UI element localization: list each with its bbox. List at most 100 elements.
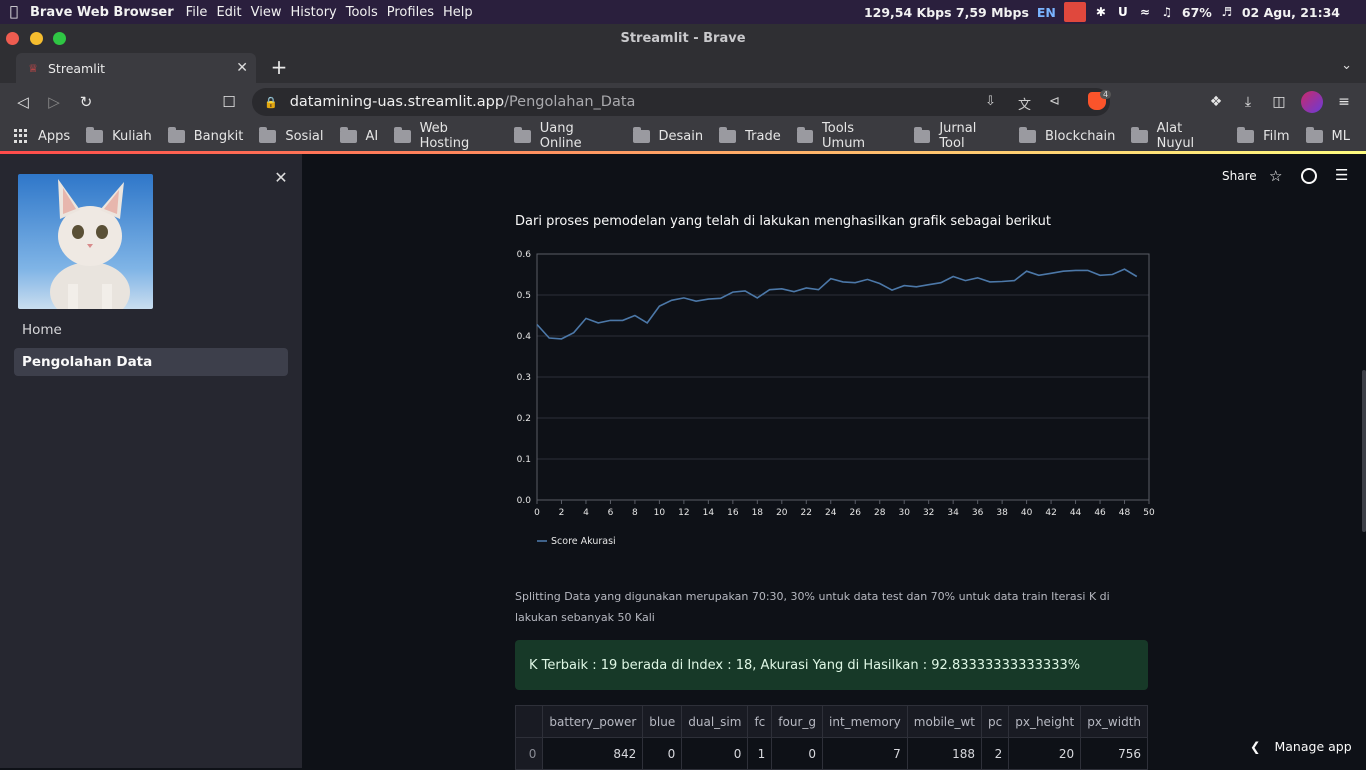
- menu-edit[interactable]: Edit: [216, 4, 242, 20]
- battery-level[interactable]: 67%: [1181, 4, 1212, 20]
- sidebar-toggle-icon[interactable]: ◫: [1272, 94, 1286, 110]
- bookmark-icon[interactable]: ☐: [222, 93, 236, 111]
- menu-view[interactable]: View: [250, 4, 282, 20]
- bookmark-folder[interactable]: Kuliah: [86, 126, 152, 144]
- main-content: Share ☆ ☰ Dari proses pemodelan yang tel…: [302, 154, 1366, 770]
- column-header[interactable]: int_memory: [822, 705, 908, 738]
- downloads-icon[interactable]: ⤓: [1244, 94, 1252, 110]
- table-cell[interactable]: 2: [981, 737, 1010, 770]
- menu-icon[interactable]: ≡: [1338, 94, 1350, 110]
- github-icon[interactable]: [1301, 168, 1317, 184]
- app-u-icon[interactable]: U: [1118, 5, 1128, 19]
- url-bar[interactable]: 🔒 datamining-uas.streamlit.app/Pengolaha…: [252, 88, 1112, 116]
- lock-icon[interactable]: 🔒: [264, 95, 278, 109]
- bookmark-folder[interactable]: ML: [1305, 126, 1350, 144]
- column-header[interactable]: pc: [981, 705, 1010, 738]
- manage-app-button[interactable]: ❮ Manage app: [1250, 739, 1352, 754]
- scrollbar[interactable]: [1362, 370, 1366, 532]
- x-tick-label: 0: [534, 508, 540, 518]
- table-cell[interactable]: 842: [542, 737, 644, 770]
- bluetooth-icon[interactable]: ✱: [1095, 5, 1106, 19]
- volume-icon[interactable]: ♬: [1221, 5, 1233, 19]
- menu-history[interactable]: History: [290, 4, 337, 20]
- window-minimize-button[interactable]: [30, 32, 43, 45]
- new-tab-button[interactable]: +: [270, 55, 288, 79]
- menu-file[interactable]: File: [185, 4, 208, 20]
- clock[interactable]: 02 Agu, 21:34: [1241, 4, 1340, 20]
- column-header[interactable]: fc: [747, 705, 773, 738]
- menu-tools[interactable]: Tools: [345, 4, 378, 20]
- share-icon[interactable]: ⊲: [1049, 94, 1060, 109]
- menu-profiles[interactable]: Profiles: [386, 4, 434, 20]
- column-header[interactable]: px_width: [1080, 705, 1148, 738]
- table-cell[interactable]: 20: [1008, 737, 1082, 770]
- tab-streamlit[interactable]: ♕ Streamlit ✕: [16, 53, 256, 83]
- profile-avatar[interactable]: [1301, 91, 1323, 113]
- table-cell[interactable]: 0: [514, 737, 544, 770]
- menu-help[interactable]: Help: [442, 4, 473, 20]
- table-cell[interactable]: 0: [642, 737, 683, 770]
- window-maximize-button[interactable]: [53, 32, 66, 45]
- bell-icon[interactable]: ♫: [1161, 5, 1173, 19]
- bookmark-folder[interactable]: AI: [339, 126, 378, 144]
- table-cell[interactable]: 0: [681, 737, 749, 770]
- bookmark-folder[interactable]: Desain: [632, 126, 703, 144]
- share-button[interactable]: Share: [1222, 169, 1257, 183]
- column-header[interactable]: dual_sim: [681, 705, 749, 738]
- bookmark-label: Apps: [38, 128, 71, 144]
- bookmark-folder[interactable]: Jurnal Tool: [914, 121, 1003, 151]
- bookmark-folder[interactable]: Alat Nuyul: [1131, 121, 1221, 151]
- back-icon[interactable]: ◁: [17, 93, 29, 111]
- table-cell[interactable]: 756: [1080, 737, 1148, 770]
- close-sidebar-icon[interactable]: ✕: [274, 168, 288, 187]
- chevron-down-icon[interactable]: ⌄: [1341, 58, 1352, 73]
- manage-app-label: Manage app: [1274, 739, 1352, 754]
- sidebar-item-home[interactable]: Home: [22, 322, 62, 338]
- table-cell[interactable]: 7: [822, 737, 908, 770]
- column-header[interactable]: battery_power: [542, 705, 644, 738]
- x-tick-labels: 0 2 4 6 8 10 12 14 16 18 20 22 24 26 28 30 32 34 36 38 40 42 4…: [534, 500, 1155, 518]
- x-tick-label: 46: [1094, 508, 1106, 518]
- x-tick-label: 30: [898, 508, 910, 518]
- install-app-icon[interactable]: ⇩: [985, 94, 996, 109]
- bookmark-folder[interactable]: Blockchain: [1018, 126, 1115, 144]
- bookmark-label: Kuliah: [112, 128, 152, 144]
- column-header[interactable]: blue: [642, 705, 683, 738]
- close-tab-icon[interactable]: ✕: [236, 60, 248, 76]
- column-header[interactable]: four_g: [771, 705, 823, 738]
- bookmark-folder[interactable]: Web Hosting: [394, 121, 498, 151]
- bookmark-folder[interactable]: Sosial: [259, 126, 324, 144]
- x-tick-label: 36: [972, 508, 984, 518]
- input-language[interactable]: EN: [1036, 4, 1056, 20]
- column-header[interactable]: [514, 705, 544, 738]
- wifi-icon[interactable]: ≈: [1139, 5, 1150, 19]
- x-tick-label: 38: [996, 508, 1008, 518]
- bookmark-folder[interactable]: Bangkit: [167, 126, 243, 144]
- extensions-icon[interactable]: ❖: [1209, 94, 1223, 110]
- shield-count-badge: 4: [1100, 90, 1112, 99]
- reload-icon[interactable]: ↻: [79, 93, 93, 111]
- sidebar-item-pengolahan-data[interactable]: Pengolahan Data: [14, 348, 288, 376]
- bookmark-apps[interactable]: Apps: [14, 129, 70, 144]
- app-name-menu[interactable]: Brave Web Browser: [30, 4, 174, 20]
- bookmark-label: Film: [1263, 128, 1290, 144]
- column-header[interactable]: mobile_wt: [906, 705, 983, 738]
- bookmark-folder[interactable]: Tools Umum: [796, 121, 898, 151]
- hamburger-menu-icon[interactable]: ☰: [1335, 166, 1349, 184]
- table-cell[interactable]: 188: [906, 737, 983, 770]
- bookmark-folder[interactable]: Film: [1237, 126, 1290, 144]
- x-tick-label: 12: [678, 508, 689, 518]
- translate-icon[interactable]: 文: [1018, 98, 1032, 113]
- table-cell[interactable]: 1: [747, 737, 773, 770]
- star-icon[interactable]: ☆: [1269, 167, 1283, 185]
- forward-icon[interactable]: ▷: [48, 93, 60, 111]
- bookmark-folder[interactable]: Uang Online: [514, 121, 616, 151]
- column-header[interactable]: px_height: [1008, 705, 1082, 738]
- bookmark-folder[interactable]: Trade: [719, 126, 781, 144]
- anydesk-icon[interactable]: [1063, 2, 1086, 22]
- window-close-button[interactable]: [6, 32, 19, 45]
- table-cell[interactable]: 0: [771, 737, 823, 770]
- x-tick-label: 34: [947, 508, 959, 518]
- apple-icon[interactable]: : [6, 4, 22, 20]
- data-table[interactable]: battery_power blue dual_sim fc four_g in…: [514, 705, 1148, 770]
